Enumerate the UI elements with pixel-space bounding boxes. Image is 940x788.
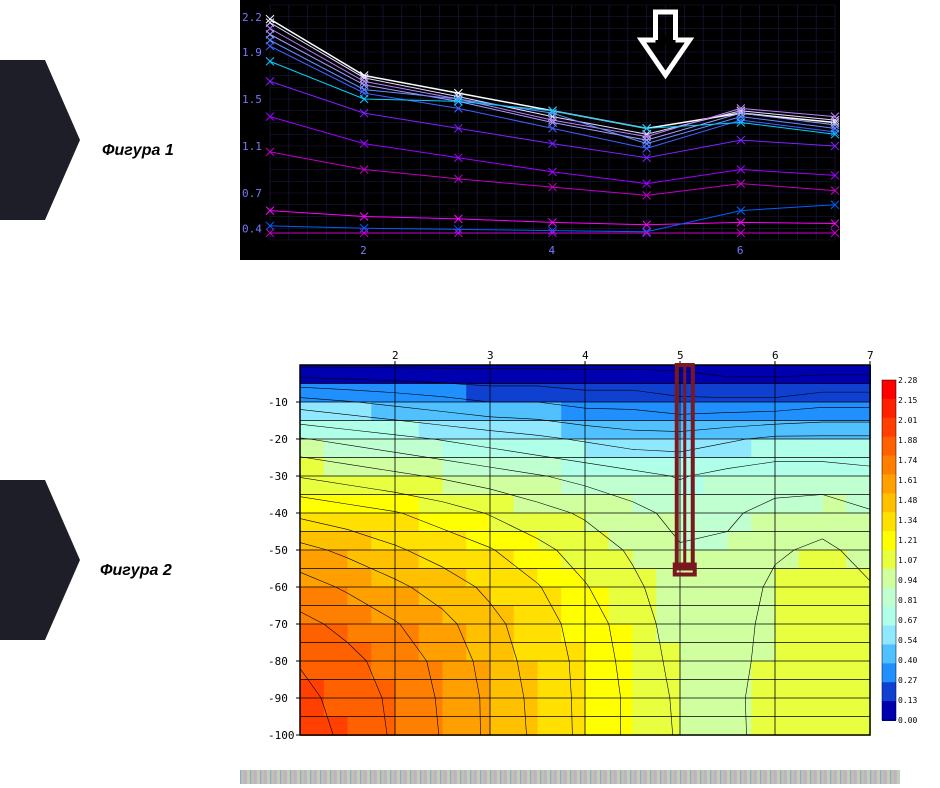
pentagon-icon	[0, 60, 80, 220]
svg-text:6: 6	[772, 349, 779, 362]
svg-text:-70: -70	[268, 618, 288, 631]
svg-text:1.07: 1.07	[898, 556, 917, 565]
svg-text:-90: -90	[268, 692, 288, 705]
svg-text:-50: -50	[268, 544, 288, 557]
svg-text:4: 4	[582, 349, 589, 362]
svg-text:1.21: 1.21	[898, 536, 917, 545]
svg-text:2.01: 2.01	[898, 416, 917, 425]
noise-strip	[240, 770, 900, 784]
svg-text:2: 2	[392, 349, 399, 362]
pentagon-marker-1	[0, 60, 80, 220]
svg-text:7: 7	[867, 349, 874, 362]
svg-text:1.61: 1.61	[898, 476, 917, 485]
svg-text:-30: -30	[268, 470, 288, 483]
svg-text:-60: -60	[268, 581, 288, 594]
svg-text:-40: -40	[268, 507, 288, 520]
svg-text:-20: -20	[268, 433, 288, 446]
svg-text:2.15: 2.15	[898, 396, 917, 405]
svg-text:0.94: 0.94	[898, 576, 917, 585]
svg-text:0.13: 0.13	[898, 696, 917, 705]
svg-text:0.4: 0.4	[242, 222, 262, 235]
pentagon-marker-2	[0, 480, 80, 640]
svg-text:6: 6	[737, 244, 744, 257]
svg-text:1.48: 1.48	[898, 496, 917, 505]
svg-text:4: 4	[549, 244, 556, 257]
svg-text:1.9: 1.9	[242, 46, 262, 59]
svg-text:0.54: 0.54	[898, 636, 917, 645]
svg-text:2.2: 2.2	[242, 11, 262, 24]
svg-text:0.7: 0.7	[242, 187, 262, 200]
figure1-label: Фигура 1	[102, 142, 174, 160]
svg-text:0.00: 0.00	[898, 716, 917, 725]
figure2-chart: 2 3 4 5 6 7 -10 -20 -30 -40 -50 -60 -70 -80 -90 -100 2.2…	[245, 345, 925, 745]
svg-text:0.67: 0.67	[898, 616, 917, 625]
svg-text:1.88: 1.88	[898, 436, 917, 445]
svg-text:1.1: 1.1	[242, 140, 262, 153]
svg-text:3: 3	[487, 349, 494, 362]
figure2-label: Фигура 2	[100, 562, 172, 580]
svg-text:-10: -10	[268, 396, 288, 409]
svg-text:0.81: 0.81	[898, 596, 917, 605]
svg-text:2.28: 2.28	[898, 376, 917, 385]
svg-text:1.74: 1.74	[898, 456, 917, 465]
svg-text:1.34: 1.34	[898, 516, 917, 525]
heatmap-svg: 2 3 4 5 6 7 -10 -20 -30 -40 -50 -60 -70 -80 -90 -100 2.2…	[245, 345, 925, 745]
line-chart-svg: 0.4 0.7 1.1 1.5 1.9 2.2 2 4 6	[240, 0, 840, 260]
svg-text:2: 2	[360, 244, 367, 257]
svg-text:0.40: 0.40	[898, 656, 917, 665]
svg-text:-100: -100	[268, 729, 295, 742]
svg-text:1.5: 1.5	[242, 93, 262, 106]
svg-text:5: 5	[677, 349, 684, 362]
pentagon-icon	[0, 480, 80, 640]
svg-text:0.27: 0.27	[898, 676, 917, 685]
figure1-chart: 0.4 0.7 1.1 1.5 1.9 2.2 2 4 6	[240, 0, 840, 260]
svg-text:-80: -80	[268, 655, 288, 668]
